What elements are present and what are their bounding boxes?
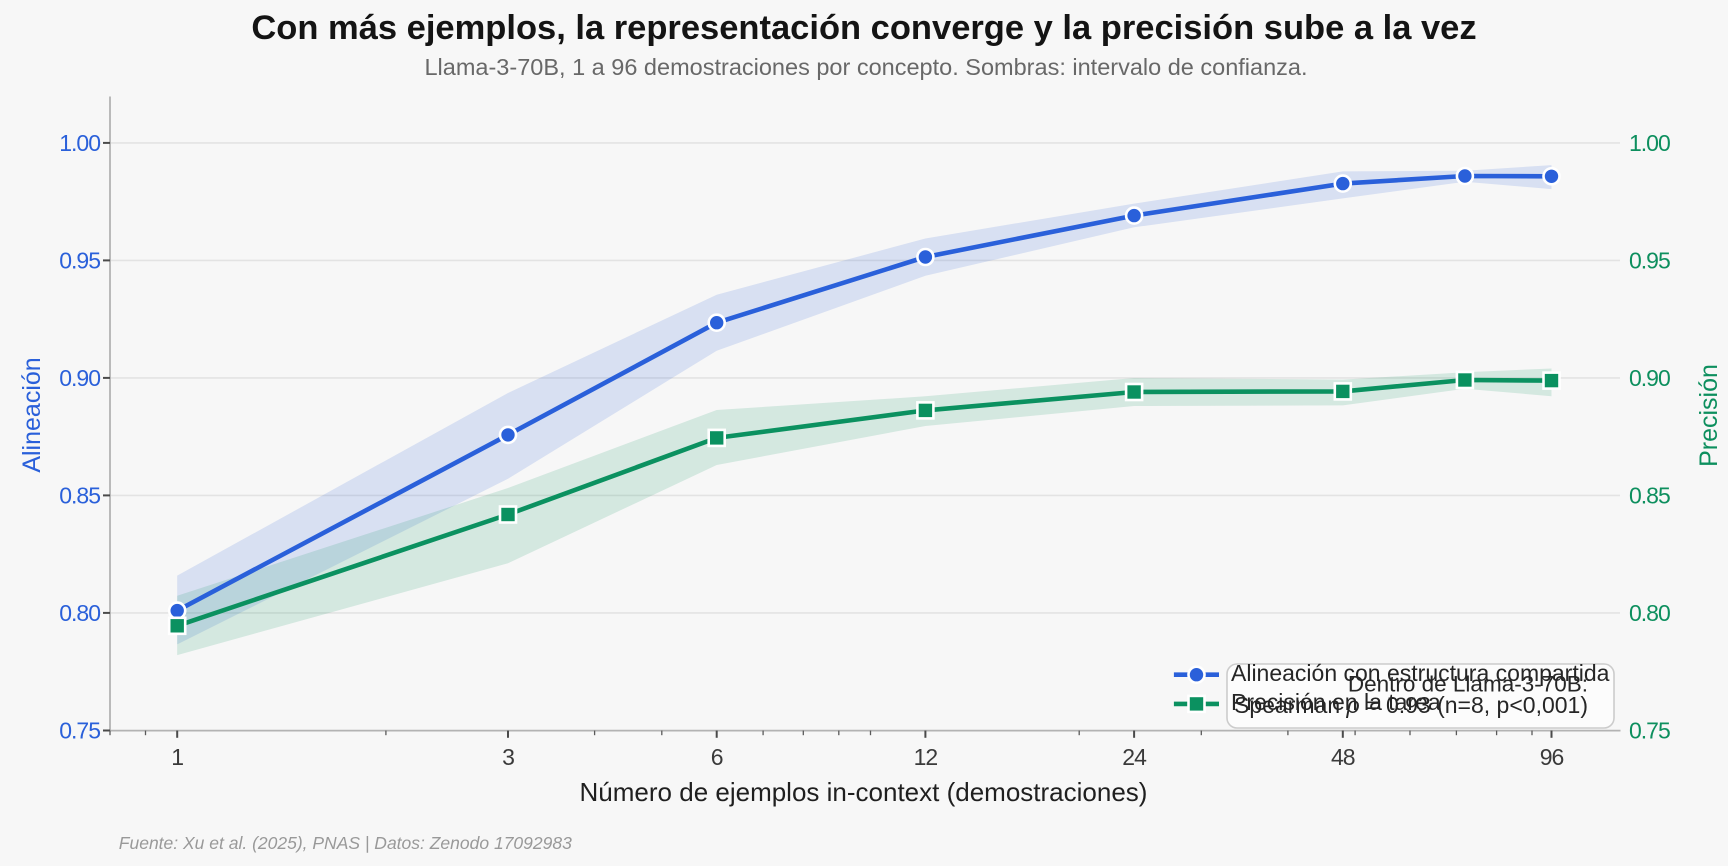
svg-text:Llama-3-70B, 1 a 96 demostraci: Llama-3-70B, 1 a 96 demostraciones por c… <box>424 54 1307 80</box>
svg-text:0.75: 0.75 <box>1629 718 1670 744</box>
svg-text:0.90: 0.90 <box>1629 365 1670 391</box>
svg-text:0.80: 0.80 <box>1629 600 1670 626</box>
svg-text:3: 3 <box>502 744 514 770</box>
svg-text:0.95: 0.95 <box>59 247 100 273</box>
svg-text:0.90: 0.90 <box>59 365 100 391</box>
svg-text:Spearman ρ = 0.93 (n=8, p<0,00: Spearman ρ = 0.93 (n=8, p<0,001) <box>1234 692 1588 718</box>
svg-text:0.85: 0.85 <box>59 482 100 508</box>
svg-text:12: 12 <box>914 744 938 770</box>
svg-text:Número de ejemplos in-context: Número de ejemplos in-context (demostrac… <box>580 777 1148 807</box>
svg-text:0.80: 0.80 <box>59 600 100 626</box>
svg-text:1.00: 1.00 <box>1629 130 1670 156</box>
svg-text:Dentro de Llama-3-70B:: Dentro de Llama-3-70B: <box>1348 671 1588 696</box>
svg-text:96: 96 <box>1540 744 1564 770</box>
svg-text:1: 1 <box>171 744 183 770</box>
svg-text:1.00: 1.00 <box>59 130 100 156</box>
svg-text:Alineación con estructura comp: Alineación con estructura compartida <box>1231 660 1610 686</box>
svg-text:Fuente: Xu et al. (2025), PNAS: Fuente: Xu et al. (2025), PNAS | Datos: … <box>119 833 572 853</box>
svg-text:0.85: 0.85 <box>1629 482 1670 508</box>
svg-text:6: 6 <box>711 744 723 770</box>
svg-text:Con más ejemplos, la represent: Con más ejemplos, la representación conv… <box>251 9 1476 47</box>
svg-text:0.95: 0.95 <box>1629 247 1670 273</box>
svg-text:0.75: 0.75 <box>59 718 100 744</box>
svg-text:Alineación: Alineación <box>18 357 46 472</box>
svg-text:24: 24 <box>1122 744 1147 770</box>
svg-text:Precisión en la tarea: Precisión en la tarea <box>1231 689 1441 715</box>
svg-text:48: 48 <box>1331 744 1355 770</box>
svg-text:Precisión: Precisión <box>1695 364 1723 467</box>
